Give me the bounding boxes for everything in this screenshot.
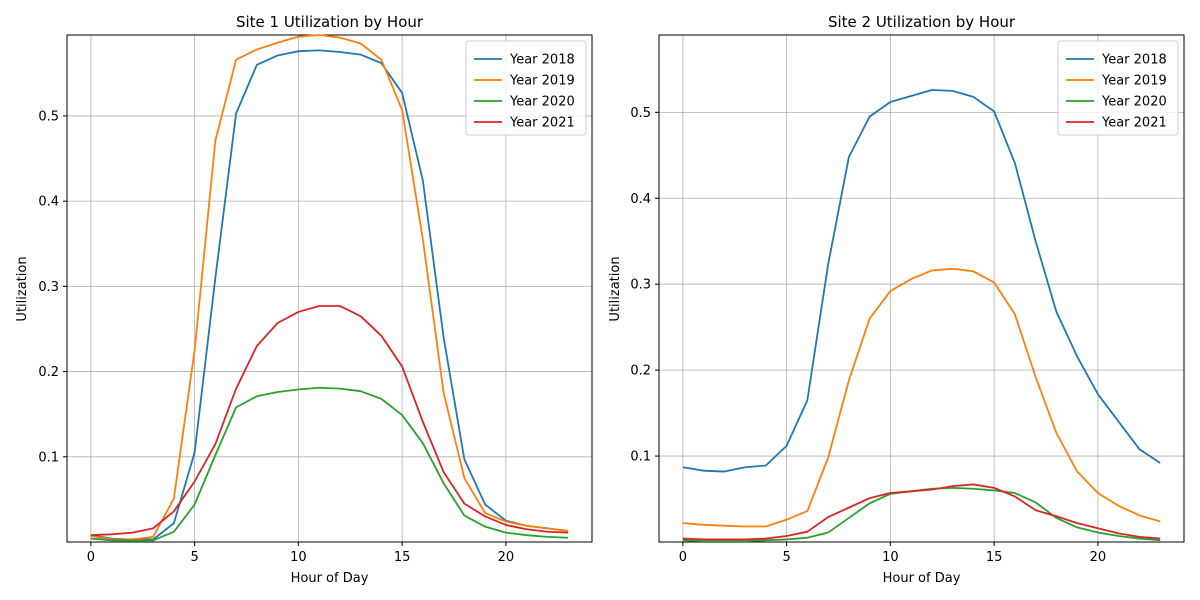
axis-ticks: 0 5 10 15 20 0.1 0.2 0.3 0.4 0.5 xyxy=(38,109,514,565)
legend-box xyxy=(465,40,587,136)
y-tick-label: 0.2 xyxy=(38,365,59,380)
series-line-4 xyxy=(90,305,569,537)
legend-label: Year 2019 xyxy=(1101,74,1167,89)
series-line-4 xyxy=(682,483,1161,541)
y-tick-label: 0.4 xyxy=(630,192,651,207)
y-tick-label: 0.3 xyxy=(38,280,59,295)
x-tick-label: 10 xyxy=(882,550,899,565)
series-line-3 xyxy=(682,486,1161,543)
chart-site-2: Site 2 Utilization by Hour Hour of Day U… xyxy=(608,13,1185,586)
x-tick-label: 0 xyxy=(87,550,95,565)
series-lines xyxy=(682,89,1161,543)
legend-box xyxy=(1057,40,1179,136)
x-tick-label: 5 xyxy=(782,550,790,565)
chart-title: Site 1 Utilization by Hour xyxy=(236,13,424,31)
chart-title: Site 2 Utilization by Hour xyxy=(828,13,1016,31)
plot-frame xyxy=(66,34,593,543)
y-tick-label: 0.3 xyxy=(630,278,651,293)
plot-frame xyxy=(658,34,1185,543)
legend: Year 2018 Year 2019 Year 2020 Year 2021 xyxy=(465,40,587,136)
series-lines xyxy=(90,34,569,542)
y-axis-label: Utilization xyxy=(15,256,30,321)
legend-label: Year 2020 xyxy=(509,95,575,110)
axis-ticks: 0 5 10 15 20 0.1 0.2 0.3 0.4 0.5 xyxy=(630,106,1106,565)
legend-label: Year 2021 xyxy=(509,116,575,131)
legend-label: Year 2018 xyxy=(509,53,575,68)
series-line-2 xyxy=(682,267,1161,528)
legend-label: Year 2018 xyxy=(1101,53,1167,68)
chart-site-1: Site 1 Utilization by Hour Hour of Day U… xyxy=(15,13,593,586)
x-tick-label: 20 xyxy=(498,550,515,565)
x-tick-label: 20 xyxy=(1090,550,1107,565)
x-tick-label: 15 xyxy=(394,550,411,565)
y-tick-label: 0.2 xyxy=(630,364,651,379)
y-tick-label: 0.4 xyxy=(38,195,59,210)
y-axis-label: Utilization xyxy=(608,256,623,321)
legend-label: Year 2020 xyxy=(1101,95,1167,110)
series-line-3 xyxy=(90,386,569,542)
legend-label: Year 2021 xyxy=(1101,116,1167,131)
x-tick-label: 15 xyxy=(986,550,1003,565)
legend: Year 2018 Year 2019 Year 2020 Year 2021 xyxy=(1057,40,1179,136)
series-line-1 xyxy=(90,49,569,541)
y-tick-label: 0.5 xyxy=(630,106,651,121)
x-axis-label: Hour of Day xyxy=(291,571,369,586)
x-tick-label: 0 xyxy=(679,550,687,565)
x-tick-label: 5 xyxy=(190,550,198,565)
x-axis-label: Hour of Day xyxy=(883,571,961,586)
y-tick-label: 0.1 xyxy=(38,450,59,465)
y-tick-label: 0.1 xyxy=(630,450,651,465)
series-line-2 xyxy=(90,34,569,541)
y-tick-label: 0.5 xyxy=(38,109,59,124)
series-line-1 xyxy=(682,89,1161,473)
legend-label: Year 2019 xyxy=(509,74,575,89)
x-tick-label: 10 xyxy=(290,550,307,565)
